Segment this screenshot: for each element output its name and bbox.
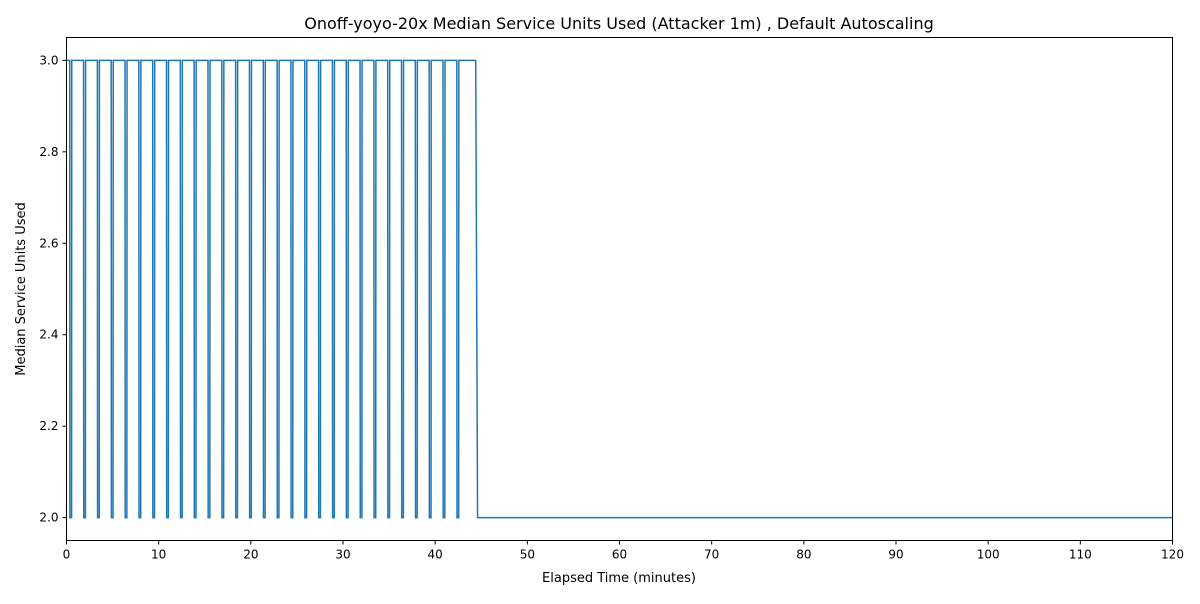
x-axis-title: Elapsed Time (minutes) bbox=[542, 571, 696, 586]
x-tick-label: 50 bbox=[520, 548, 535, 562]
x-tick-label: 20 bbox=[243, 548, 258, 562]
y-tick-label: 2.0 bbox=[39, 511, 58, 525]
x-tick-label: 80 bbox=[796, 548, 811, 562]
x-tick-label: 70 bbox=[704, 548, 719, 562]
x-tick-label: 60 bbox=[612, 548, 627, 562]
plot-frame bbox=[66, 37, 1173, 541]
x-tick-label: 90 bbox=[888, 548, 903, 562]
x-tick-label: 40 bbox=[428, 548, 443, 562]
plot-area bbox=[66, 59, 1173, 519]
series-line bbox=[66, 59, 1173, 519]
chart-title: Onoff-yoyo-20x Median Service Units Used… bbox=[304, 14, 934, 33]
y-tick-label: 2.2 bbox=[39, 419, 58, 433]
x-tick-label: 10 bbox=[151, 548, 166, 562]
y-tick-label: 2.8 bbox=[39, 145, 58, 159]
y-tick-label: 2.4 bbox=[39, 328, 58, 342]
x-tick-label: 0 bbox=[63, 548, 71, 562]
x-tick-label: 30 bbox=[335, 548, 350, 562]
x-tick-label: 100 bbox=[977, 548, 1000, 562]
x-tick-label: 110 bbox=[1069, 548, 1092, 562]
y-tick-label: 2.6 bbox=[39, 236, 58, 250]
x-tick-label: 120 bbox=[1161, 548, 1184, 562]
y-tick-label: 3.0 bbox=[39, 53, 58, 67]
x-axis: 0 10 20 30 40 50 60 70 80 90 100 110 120 bbox=[63, 540, 1184, 562]
y-axis-title: Median Service Units Used bbox=[14, 202, 29, 376]
y-axis: 2.0 2.2 2.4 2.6 2.8 3.0 bbox=[39, 53, 67, 525]
